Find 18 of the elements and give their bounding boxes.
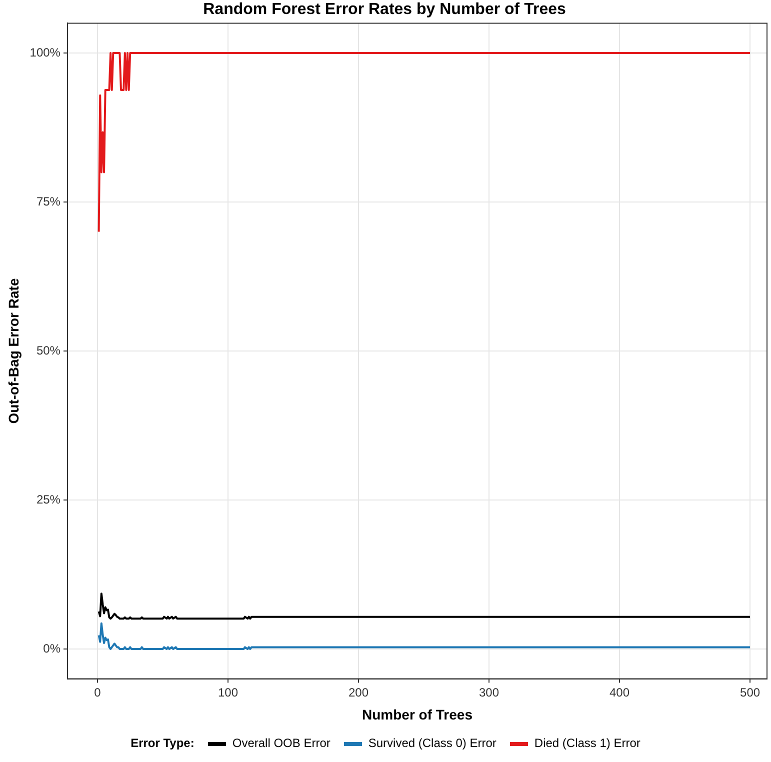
y-axis-title: Out-of-Bag Error Rate (5, 278, 22, 424)
y-tick-label: 75% (36, 194, 61, 208)
x-tick-label: 300 (479, 685, 500, 700)
chart-title: Random Forest Error Rates by Number of Trees (203, 1, 566, 18)
y-tick-label: 50% (36, 343, 61, 358)
x-axis-title: Number of Trees (362, 706, 473, 722)
legend-label: Survived (Class 0) Error (367, 736, 496, 750)
legend-label: Died (Class 1) Error (533, 736, 640, 750)
legend-label: Overall OOB Error (231, 736, 330, 750)
y-tick-label: 25% (36, 492, 61, 506)
y-tick-label: 100% (30, 45, 61, 60)
x-tick-label: 500 (740, 685, 760, 700)
x-tick-label: 100 (218, 685, 238, 700)
x-tick-label: 400 (610, 685, 630, 700)
x-tick-label: 200 (348, 685, 369, 700)
legend-title: Error Type: (130, 736, 194, 750)
y-tick-label: 0% (43, 641, 61, 656)
x-tick-label: 0 (94, 685, 102, 700)
